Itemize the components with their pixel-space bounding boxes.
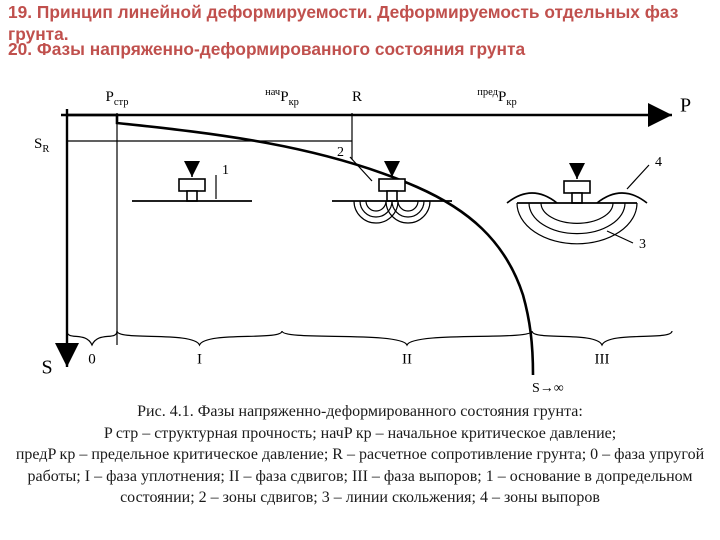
caption-line: предP кр – предельное критическое давлен… xyxy=(0,444,720,466)
svg-text:3: 3 xyxy=(639,237,646,252)
phase-diagram: PSPстрначPкрRпредPкрSRS→∞0IIIIII1234 xyxy=(22,75,698,395)
caption-line: работы; I – фаза уплотнения; II – фаза с… xyxy=(0,466,720,488)
svg-text:SR: SR xyxy=(34,136,49,155)
svg-text:P: P xyxy=(680,95,691,117)
svg-text:R: R xyxy=(352,89,362,105)
caption-line: P стр – структурная прочность; начP кр –… xyxy=(0,423,720,445)
svg-text:предPкр: предPкр xyxy=(477,87,516,108)
svg-text:4: 4 xyxy=(655,155,662,170)
caption-line: состоянии; 2 – зоны сдвигов; 3 – линии с… xyxy=(0,487,720,509)
caption-line: Рис. 4.1. Фазы напряженно-деформированно… xyxy=(0,401,720,423)
svg-text:0: 0 xyxy=(88,351,96,367)
svg-text:2: 2 xyxy=(337,145,344,160)
heading-line-2: 20. Фазы напряженно-деформированного сос… xyxy=(0,39,720,61)
svg-text:начPкр: начPкр xyxy=(265,87,299,108)
svg-text:II: II xyxy=(402,351,412,367)
svg-text:S: S xyxy=(41,357,52,379)
figure-caption: Рис. 4.1. Фазы напряженно-деформированно… xyxy=(0,401,720,509)
svg-text:Pстр: Pстр xyxy=(106,89,129,108)
svg-text:1: 1 xyxy=(222,163,229,178)
svg-text:S→∞: S→∞ xyxy=(532,381,564,395)
svg-text:III: III xyxy=(595,351,610,367)
svg-text:I: I xyxy=(197,351,202,367)
